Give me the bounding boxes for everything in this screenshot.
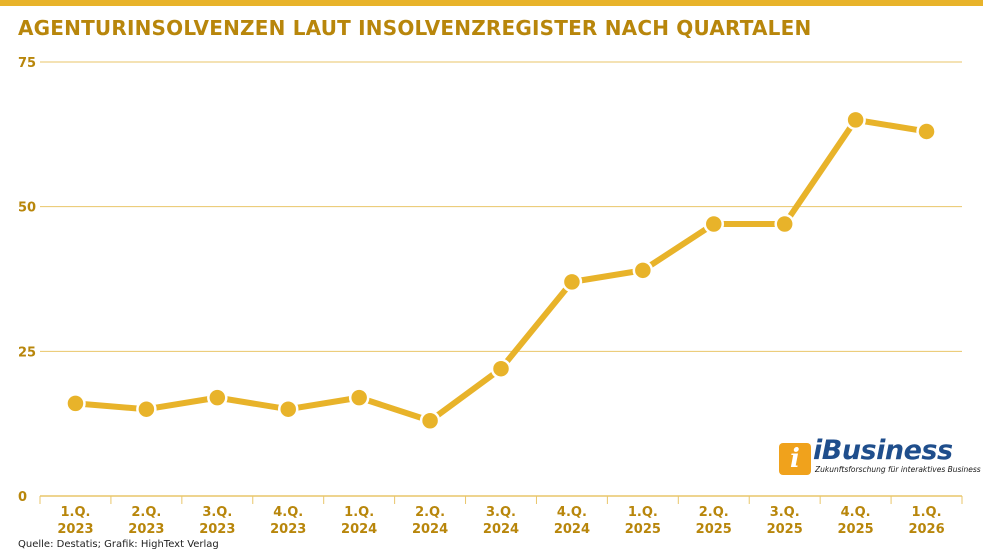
logo-wordmark: iBusiness — [813, 435, 953, 466]
data-point — [561, 271, 583, 293]
x-tick-label: 4.Q. — [841, 505, 871, 520]
y-tick-label: 0 — [18, 490, 27, 505]
data-point — [207, 387, 228, 408]
x-tick-label: 3.Q. — [202, 505, 232, 520]
data-point — [490, 358, 512, 379]
x-tick-label: 2.Q. — [415, 505, 445, 520]
y-tick-label: 50 — [18, 201, 36, 216]
x-tick-label: 2024 — [554, 522, 590, 537]
x-tick-label: 4.Q. — [273, 505, 303, 520]
data-point — [774, 213, 795, 235]
x-tick-label: 3.Q. — [770, 505, 800, 520]
ibusiness-logo-icon: i — [779, 443, 811, 475]
x-tick-label: 1.Q. — [912, 505, 942, 520]
x-tick-label: 2.Q. — [131, 505, 161, 520]
y-tick-label: 75 — [18, 56, 36, 71]
x-tick-label: 2.Q. — [699, 505, 729, 520]
chart-title: AGENTURINSOLVENZEN LAUT INSOLVENZREGISTE… — [18, 16, 812, 40]
x-tick-label: 3.Q. — [486, 505, 516, 520]
data-point — [419, 410, 441, 432]
logo-tagline: Zukunftsforschung für interaktives Busin… — [815, 465, 981, 474]
data-point — [632, 260, 654, 281]
data-point — [136, 398, 157, 420]
x-tick-label: 2025 — [838, 522, 874, 537]
x-tick-label: 2025 — [625, 522, 661, 537]
x-tick-label: 4.Q. — [557, 505, 587, 520]
x-tick-label: 2025 — [696, 522, 732, 537]
x-tick-label: 2026 — [908, 522, 944, 537]
x-tick-label: 2025 — [767, 522, 803, 537]
x-tick-label: 1.Q. — [628, 505, 658, 520]
x-tick-label: 2023 — [128, 522, 164, 537]
data-point — [703, 213, 725, 235]
x-tick-label: 1.Q. — [60, 505, 90, 520]
x-tick-label: 2024 — [483, 522, 519, 537]
source-note: Quelle: Destatis; Grafik: HighText Verla… — [18, 539, 219, 550]
x-tick-label: 2024 — [341, 522, 377, 537]
x-tick-label: 2024 — [412, 522, 448, 537]
x-tick-label: 2023 — [270, 522, 306, 537]
data-point — [348, 387, 370, 408]
x-tick-label: 2023 — [199, 522, 235, 537]
data-point — [845, 109, 866, 131]
data-point — [277, 398, 299, 420]
ibusiness-logo: i iBusiness Zukunftsforschung für intera… — [779, 435, 981, 477]
y-tick-label: 25 — [18, 345, 36, 360]
x-tick-label: 1.Q. — [344, 505, 374, 520]
data-point — [916, 121, 937, 142]
top-accent-bar — [0, 0, 983, 6]
x-tick-label: 2023 — [57, 522, 93, 537]
data-point — [65, 393, 86, 414]
